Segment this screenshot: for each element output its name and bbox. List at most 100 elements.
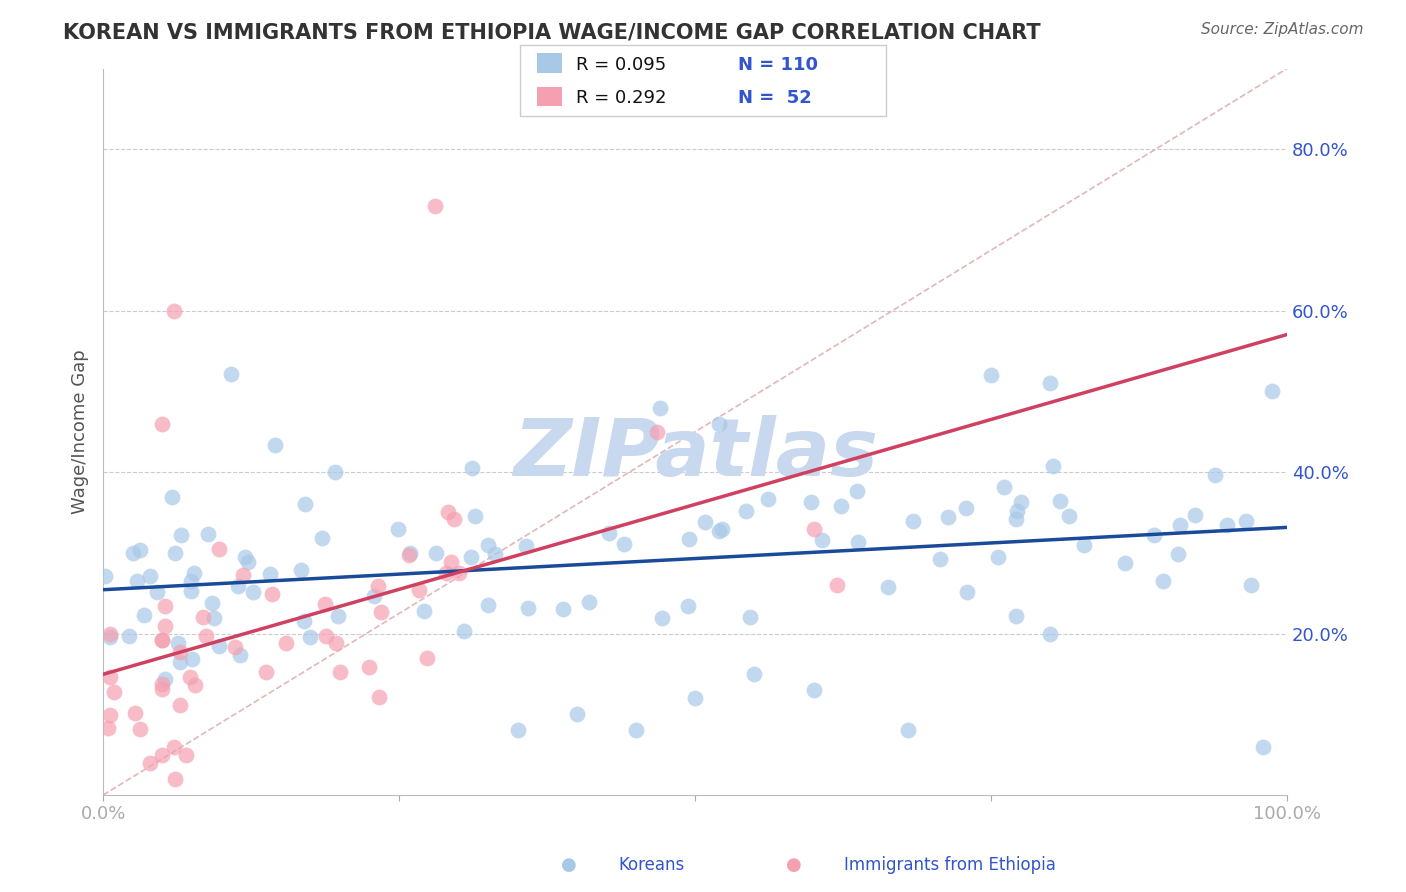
- Point: [1215, 518, 1237, 533]
- Text: R = 0.292: R = 0.292: [576, 89, 666, 107]
- Point: [128, 723, 150, 737]
- Point: [153, 599, 176, 613]
- Point: [98, 670, 121, 684]
- Point: [357, 660, 380, 674]
- Point: [329, 665, 352, 680]
- Point: [150, 417, 173, 431]
- Point: [150, 633, 173, 648]
- Point: [1007, 504, 1029, 518]
- Point: [224, 640, 246, 655]
- Point: [127, 574, 149, 588]
- Point: [987, 549, 1010, 564]
- Point: [274, 636, 297, 650]
- Point: [155, 619, 177, 633]
- Point: [201, 596, 224, 610]
- Point: [648, 401, 671, 415]
- Point: [232, 567, 254, 582]
- Point: [453, 624, 475, 639]
- Point: [803, 683, 825, 698]
- Point: [678, 532, 700, 546]
- Point: [260, 586, 283, 600]
- Point: [208, 542, 231, 557]
- Point: [1042, 458, 1064, 473]
- Point: [163, 772, 186, 786]
- Point: [233, 549, 256, 564]
- Point: [825, 578, 848, 592]
- Point: [993, 480, 1015, 494]
- Point: [208, 639, 231, 653]
- Point: [292, 614, 315, 628]
- Point: [202, 611, 225, 625]
- Point: [1240, 578, 1263, 592]
- Point: [139, 756, 162, 770]
- Point: [624, 723, 647, 738]
- Point: [150, 682, 173, 697]
- Point: [740, 610, 762, 624]
- Point: [229, 648, 252, 662]
- Point: [118, 629, 141, 643]
- Point: [150, 677, 173, 691]
- Point: [325, 635, 347, 649]
- Point: [254, 665, 277, 679]
- Point: [707, 524, 730, 538]
- Point: [183, 678, 205, 692]
- Point: [315, 597, 337, 611]
- Point: [1114, 556, 1136, 570]
- Point: [311, 531, 333, 545]
- Text: Koreans: Koreans: [619, 856, 685, 874]
- Y-axis label: Wage/Income Gap: Wage/Income Gap: [72, 350, 89, 514]
- Text: ●: ●: [561, 856, 576, 874]
- Point: [707, 417, 730, 431]
- Text: N = 110: N = 110: [738, 55, 818, 73]
- Point: [194, 629, 217, 643]
- Point: [903, 514, 925, 528]
- Point: [897, 723, 920, 738]
- Point: [323, 465, 346, 479]
- Point: [167, 636, 190, 650]
- Point: [443, 512, 465, 526]
- Point: [565, 707, 588, 722]
- Point: [163, 303, 186, 318]
- Point: [315, 630, 337, 644]
- Point: [124, 706, 146, 720]
- Text: N =  52: N = 52: [738, 89, 811, 107]
- Text: ●: ●: [786, 856, 801, 874]
- Point: [174, 747, 197, 762]
- Point: [1152, 574, 1174, 588]
- Text: KOREAN VS IMMIGRANTS FROM ETHIOPIA WAGE/INCOME GAP CORRELATION CHART: KOREAN VS IMMIGRANTS FROM ETHIOPIA WAGE/…: [63, 22, 1040, 42]
- Point: [955, 501, 977, 516]
- Point: [734, 504, 756, 518]
- Point: [516, 601, 538, 615]
- Point: [370, 605, 392, 619]
- Point: [830, 499, 852, 513]
- Point: [876, 580, 898, 594]
- Point: [936, 510, 959, 524]
- Point: [398, 546, 420, 560]
- Point: [181, 652, 204, 666]
- Point: [93, 569, 115, 583]
- Point: [398, 548, 420, 562]
- Point: [929, 551, 952, 566]
- Point: [98, 627, 121, 641]
- Point: [150, 633, 173, 648]
- Point: [440, 555, 463, 569]
- Text: Source: ZipAtlas.com: Source: ZipAtlas.com: [1201, 22, 1364, 37]
- Point: [179, 670, 201, 684]
- Point: [711, 522, 734, 536]
- Point: [259, 566, 281, 581]
- Point: [484, 547, 506, 561]
- Point: [506, 723, 529, 738]
- Point: [447, 566, 470, 580]
- Point: [129, 542, 152, 557]
- Point: [169, 698, 191, 713]
- Point: [1168, 517, 1191, 532]
- Point: [1234, 514, 1257, 528]
- Point: [413, 604, 436, 618]
- Point: [800, 494, 823, 508]
- Point: [1057, 509, 1080, 524]
- Point: [290, 563, 312, 577]
- Text: Immigrants from Ethiopia: Immigrants from Ethiopia: [844, 856, 1056, 874]
- Point: [294, 497, 316, 511]
- Point: [980, 368, 1002, 383]
- Point: [264, 438, 287, 452]
